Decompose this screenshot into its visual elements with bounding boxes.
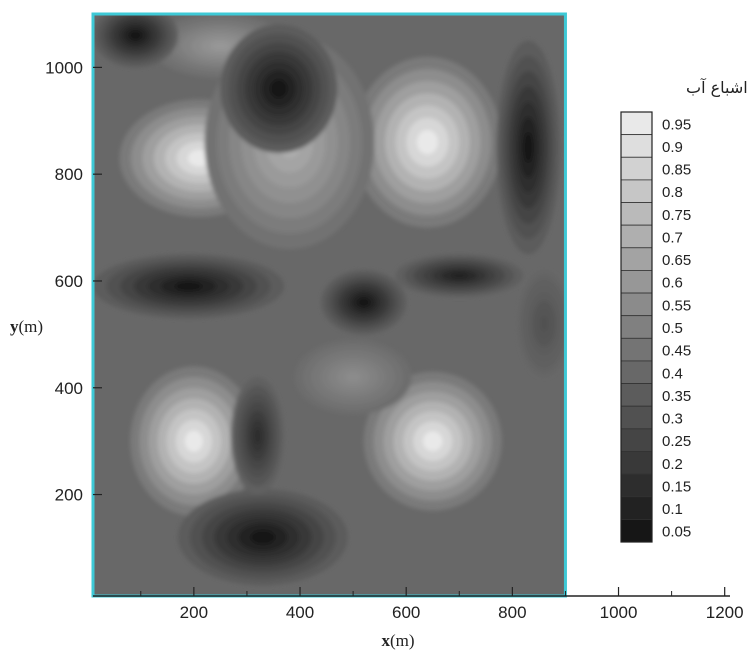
legend-swatch-0.85 (620, 156, 653, 181)
axes: 200 400 600 800 1000 1200 200 400 600 800 1000 (45, 12, 744, 622)
legend-swatch-0.1 (620, 496, 653, 520)
field-feature-15-band-6 (540, 316, 548, 332)
y-axis-title: y(m) (10, 317, 43, 336)
x-tick-label-1000: 1000 (600, 603, 638, 622)
field-feature-6-band-6 (344, 371, 362, 383)
y-tick-label-600: 600 (55, 272, 83, 291)
legend-swatch-0.75 (620, 202, 653, 226)
y-tick-label-1000: 1000 (45, 58, 83, 77)
legend-swatch-0.95 (620, 111, 653, 136)
x-tick-label-200: 200 (180, 603, 208, 622)
legend-label-0.85: 0.85 (662, 162, 691, 179)
x-tick-label-400: 400 (286, 603, 314, 622)
legend-label-0.2: 0.2 (662, 456, 683, 473)
field-feature-12-band-6 (250, 530, 275, 545)
legend-label-0.7: 0.7 (662, 229, 683, 246)
field-feature-2-band-6 (184, 430, 203, 452)
legend-label-0.35: 0.35 (662, 388, 691, 405)
legend-swatch-0.45 (620, 337, 653, 362)
y-tick-label-800: 800 (55, 165, 83, 184)
legend-swatch-0.55 (620, 292, 653, 317)
x-tick-label-800: 800 (498, 603, 526, 622)
y-tick-label-200: 200 (55, 486, 83, 505)
legend-swatch-0.8 (620, 179, 653, 203)
legend-swatch-0.35 (620, 383, 653, 407)
field-feature-7-band-6 (129, 30, 142, 40)
legend-title: اشباع آب (686, 78, 748, 98)
legend-swatch-0.2 (620, 451, 653, 475)
legend-label-0.55: 0.55 (662, 297, 691, 314)
legend: اشباع آب 0.95 0.9 0.85 0.8 0.75 0.7 0.65 0.6 0.5… (620, 78, 748, 543)
legend-label-0.75: 0.75 (662, 207, 691, 224)
legend-label-0.1: 0.1 (662, 501, 683, 518)
legend-label-0.3: 0.3 (662, 411, 683, 428)
legend-label-0.25: 0.25 (662, 433, 691, 450)
legend-swatch-0.9 (620, 134, 653, 158)
legend-label-0.15: 0.15 (662, 478, 691, 495)
legend-swatch-0.7 (620, 224, 653, 249)
legend-swatch-0.3 (620, 405, 653, 430)
field-feature-3-band-6 (422, 431, 443, 452)
legend-swatch-0.15 (620, 473, 653, 498)
legend-swatch-0.5 (620, 315, 653, 339)
legend-swatch-0.4 (620, 360, 653, 384)
legend-swatch-0.25 (620, 428, 653, 452)
y-tick-label-400: 400 (55, 379, 83, 398)
field-feature-9-band-6 (523, 132, 533, 163)
legend-label-0.6: 0.6 (662, 275, 683, 292)
field-feature-0-band-6 (187, 149, 211, 167)
legend-frame (620, 111, 653, 543)
legend-label-0.45: 0.45 (662, 343, 691, 360)
legend-label-0.8: 0.8 (662, 184, 683, 201)
legend-swatch-0.65 (620, 247, 653, 271)
legend-label-0.05: 0.05 (662, 524, 691, 541)
legend-swatch-0.05 (620, 518, 653, 543)
legend-label-0.9: 0.9 (662, 139, 683, 156)
field-feature-1-band-6 (416, 129, 439, 155)
field-feature-11-band-6 (357, 297, 370, 307)
legend-label-0.95: 0.95 (662, 116, 691, 133)
saturation-field (93, 14, 566, 596)
x-tick-label-1200: 1200 (706, 603, 744, 622)
field-features (93, 14, 566, 586)
field-feature-10-band-6 (174, 281, 203, 291)
legend-swatch-0.6 (620, 270, 653, 294)
field-feature-14-band-6 (450, 272, 469, 279)
legend-label-0.65: 0.65 (662, 252, 691, 269)
field-feature-13-band-6 (253, 427, 262, 445)
field-feature-5-band-6 (210, 41, 231, 51)
legend-label-0.4: 0.4 (662, 365, 683, 382)
x-tick-label-600: 600 (392, 603, 420, 622)
x-axis-title: x(m) (381, 631, 414, 650)
legend-label-0.5: 0.5 (662, 320, 683, 337)
field-feature-8-band-6 (270, 79, 288, 98)
